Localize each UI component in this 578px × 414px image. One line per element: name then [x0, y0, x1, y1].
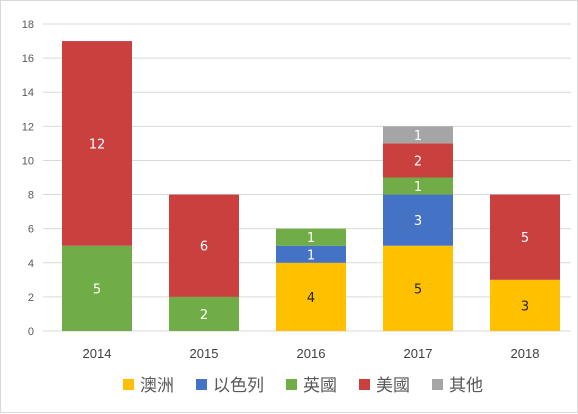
legend-swatch [286, 379, 297, 390]
x-axis: 2014 2015 2016 2017 2018 [83, 346, 540, 361]
y-tick-label: 18 [22, 19, 34, 31]
bar-segment [383, 143, 453, 178]
data-label: 1 [414, 180, 422, 195]
data-label: 5 [521, 231, 529, 246]
legend-label: 澳洲 [140, 376, 174, 396]
legend-swatch [432, 379, 443, 390]
x-tick-label: 2017 [404, 346, 433, 361]
y-tick-label: 2 [28, 292, 34, 304]
x-tick-label: 2014 [83, 346, 112, 361]
data-label: 5 [414, 282, 422, 297]
y-tick-label: 0 [28, 326, 34, 338]
data-label: 2 [414, 154, 422, 169]
y-tick-label: 6 [28, 224, 34, 236]
bar-segment [276, 245, 346, 263]
data-label: 1 [307, 231, 315, 246]
bar-segment [383, 245, 453, 331]
data-label: 3 [414, 214, 422, 229]
y-tick-label: 10 [22, 155, 34, 167]
legend: 澳洲 以色列 英國 美國 其他 [123, 376, 483, 396]
data-label: 1 [414, 129, 422, 144]
bar-segment [383, 177, 453, 195]
bar-segment [169, 194, 239, 297]
data-label: 12 [89, 137, 106, 152]
legend-label: 其他 [449, 376, 483, 396]
bar-segment [169, 296, 239, 331]
x-tick-label: 2015 [190, 346, 219, 361]
data-label: 5 [93, 282, 101, 297]
x-tick-label: 2016 [297, 346, 326, 361]
bar-segment [383, 194, 453, 246]
data-label: 1 [307, 248, 315, 263]
bar-segment [276, 228, 346, 246]
data-label: 6 [200, 240, 208, 255]
y-axis: 0 2 4 6 8 10 12 14 16 18 [22, 19, 34, 338]
y-tick-label: 8 [28, 190, 34, 202]
legend-label: 美國 [376, 376, 410, 396]
data-label: 2 [200, 308, 208, 323]
y-tick-label: 4 [28, 258, 34, 270]
y-tick-label: 14 [22, 87, 34, 99]
bar-segment [383, 126, 453, 144]
y-tick-label: 16 [22, 53, 34, 65]
bar-segment [490, 194, 560, 280]
legend-label: 以色列 [213, 376, 264, 396]
bar-segment [276, 262, 346, 331]
data-label: 4 [307, 291, 315, 306]
legend-label: 英國 [303, 376, 337, 396]
bar-segment [490, 279, 560, 331]
bar-segment [62, 245, 132, 331]
legend-swatch [123, 379, 134, 390]
bar-segment [62, 41, 132, 246]
legend-swatch [196, 379, 207, 390]
legend-swatch [359, 379, 370, 390]
y-tick-label: 12 [22, 121, 34, 133]
x-tick-label: 2018 [511, 346, 540, 361]
data-label: 3 [521, 299, 529, 314]
